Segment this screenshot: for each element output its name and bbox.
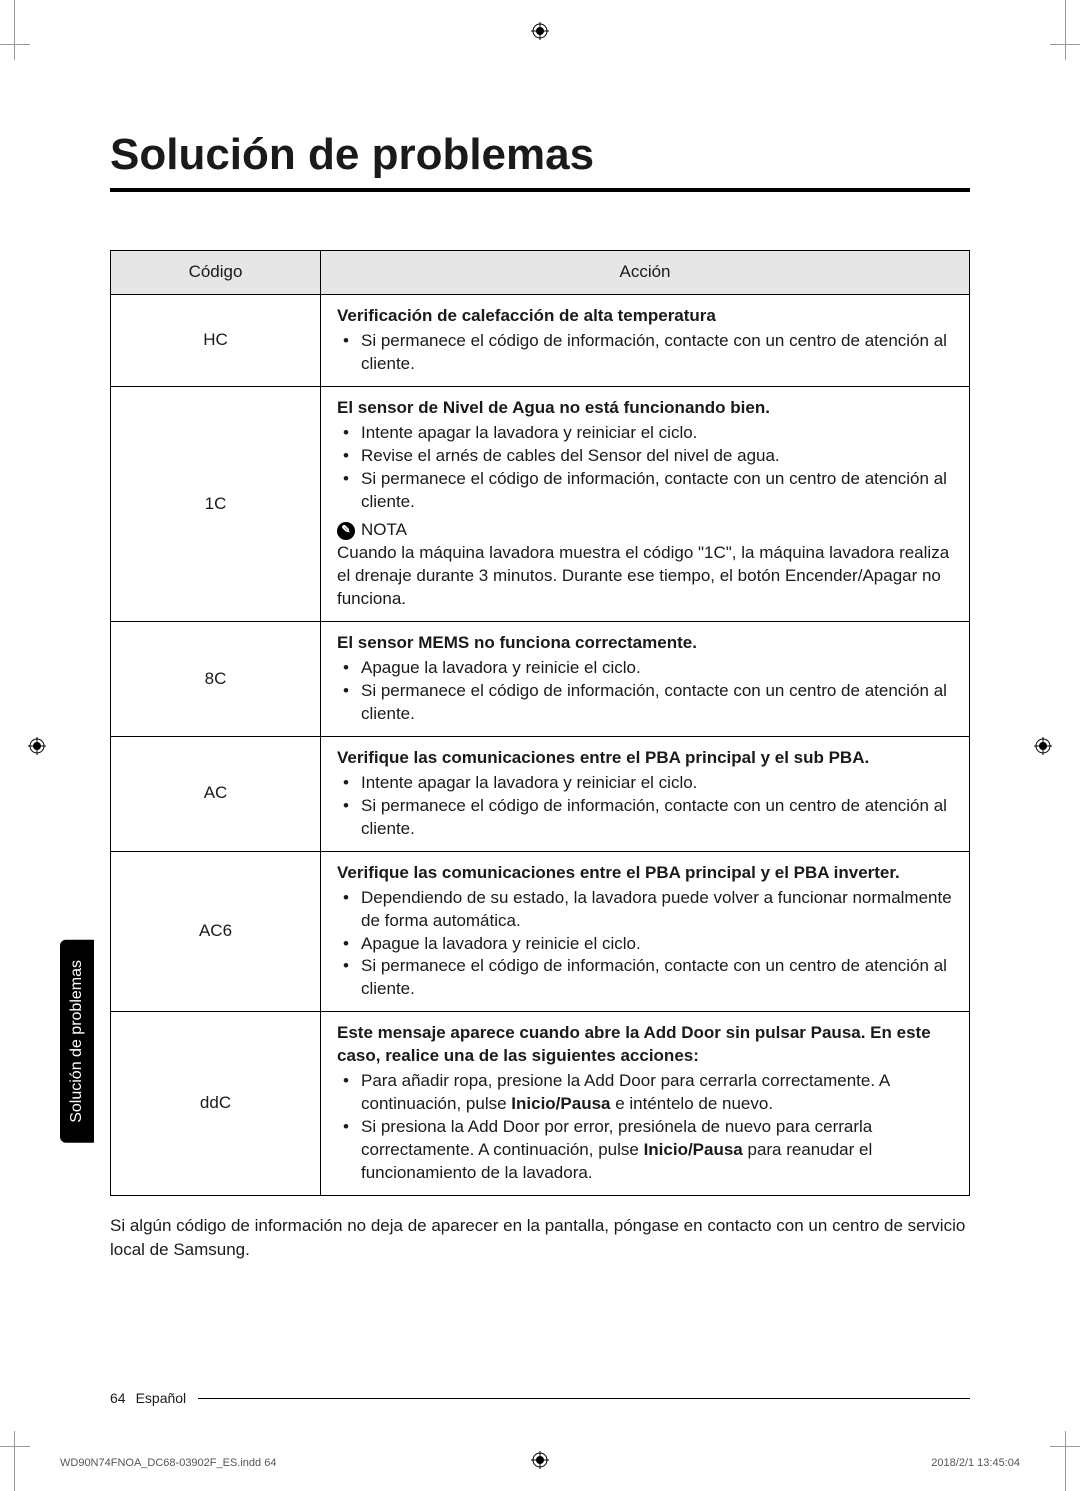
print-metadata: WD90N74FNOA_DC68-03902F_ES.indd 64 2018/… xyxy=(60,1457,1020,1469)
list-item: Para añadir ropa, presione la Add Door p… xyxy=(337,1070,953,1116)
code-cell: HC xyxy=(111,294,321,386)
table-row: AC Verifique las comunicaciones entre el … xyxy=(111,736,970,851)
header-action: Acción xyxy=(321,251,970,295)
title-underline xyxy=(110,188,970,192)
action-heading: Verificación de calefacción de alta temp… xyxy=(337,305,953,328)
nota-label: NOTA xyxy=(361,519,407,542)
action-heading: Verifique las comunicaciones entre el PB… xyxy=(337,747,953,770)
code-cell: ddC xyxy=(111,1012,321,1196)
action-bullets: Si permanece el código de información, c… xyxy=(337,330,953,376)
list-item: Apague la lavadora y reinicie el ciclo. xyxy=(337,933,953,956)
section-side-tab: Solución de problemas xyxy=(60,940,94,1143)
list-item: Si presiona la Add Door por error, presi… xyxy=(337,1116,953,1185)
action-cell: El sensor de Nivel de Agua no está funci… xyxy=(321,386,970,621)
list-item: Intente apagar la lavadora y reiniciar e… xyxy=(337,772,953,795)
list-item: Si permanece el código de información, c… xyxy=(337,680,953,726)
action-heading: El sensor MEMS no funciona correctamente… xyxy=(337,632,953,655)
table-row: 8C El sensor MEMS no funciona correctamen… xyxy=(111,622,970,737)
footer-line xyxy=(198,1398,970,1399)
list-item: Si permanece el código de información, c… xyxy=(337,795,953,841)
action-heading: Verifique las comunicaciones entre el PB… xyxy=(337,862,953,885)
nota-row: ✎ NOTA xyxy=(337,519,953,542)
page-content: Solución de problemas Código Acción HC Ve… xyxy=(0,0,1080,1321)
page-footer: 64 Español xyxy=(110,1390,970,1406)
list-item: Si permanece el código de información, c… xyxy=(337,468,953,514)
list-item: Apague la lavadora y reinicie el ciclo. xyxy=(337,657,953,680)
after-table-note: Si algún código de información no deja d… xyxy=(110,1214,970,1262)
crop-mark xyxy=(1050,1446,1080,1447)
action-cell: Verifique las comunicaciones entre el PB… xyxy=(321,736,970,851)
action-cell: El sensor MEMS no funciona correctamente… xyxy=(321,622,970,737)
crop-mark xyxy=(14,1431,15,1491)
list-item: Intente apagar la lavadora y reiniciar e… xyxy=(337,422,953,445)
crop-mark xyxy=(0,1446,30,1447)
crop-mark xyxy=(14,0,15,60)
action-bullets: Intente apagar la lavadora y reiniciar e… xyxy=(337,422,953,514)
error-codes-table: Código Acción HC Verificación de calefacc… xyxy=(110,250,970,1196)
action-cell: Verifique las comunicaciones entre el PB… xyxy=(321,851,970,1012)
action-cell: Verificación de calefacción de alta temp… xyxy=(321,294,970,386)
page-number: 64 xyxy=(110,1390,126,1406)
action-bullets: Apague la lavadora y reinicie el ciclo.S… xyxy=(337,657,953,726)
page-language: Español xyxy=(136,1390,187,1406)
crop-mark xyxy=(1065,0,1066,60)
header-code: Código xyxy=(111,251,321,295)
code-cell: AC6 xyxy=(111,851,321,1012)
note-icon: ✎ xyxy=(337,522,355,540)
list-item: Si permanece el código de información, c… xyxy=(337,955,953,1001)
crop-mark xyxy=(1065,1431,1066,1491)
list-item: Revise el arnés de cables del Sensor del… xyxy=(337,445,953,468)
action-heading: Este mensaje aparece cuando abre la Add … xyxy=(337,1022,953,1068)
action-cell: Este mensaje aparece cuando abre la Add … xyxy=(321,1012,970,1196)
action-bullets: Intente apagar la lavadora y reiniciar e… xyxy=(337,772,953,841)
code-cell: 1C xyxy=(111,386,321,621)
print-date: 2018/2/1 13:45:04 xyxy=(931,1457,1020,1469)
action-bullets: Dependiendo de su estado, la lavadora pu… xyxy=(337,887,953,1002)
list-item: Dependiendo de su estado, la lavadora pu… xyxy=(337,887,953,933)
table-row: 1C El sensor de Nivel de Agua no está fun… xyxy=(111,386,970,621)
code-cell: AC xyxy=(111,736,321,851)
table-row: ddC Este mensaje aparece cuando abre la A… xyxy=(111,1012,970,1196)
registration-mark-icon xyxy=(28,737,46,755)
registration-mark-icon xyxy=(1034,737,1052,755)
crop-mark xyxy=(1050,44,1080,45)
table-row: HC Verificación de calefacción de alta te… xyxy=(111,294,970,386)
table-row: AC6 Verifique las comunicaciones entre el… xyxy=(111,851,970,1012)
list-item: Si permanece el código de información, c… xyxy=(337,330,953,376)
page-title: Solución de problemas xyxy=(110,130,970,180)
code-cell: 8C xyxy=(111,622,321,737)
registration-mark-icon xyxy=(531,22,549,40)
crop-mark xyxy=(0,44,30,45)
action-heading: El sensor de Nivel de Agua no está funci… xyxy=(337,397,953,420)
table-header-row: Código Acción xyxy=(111,251,970,295)
action-bullets: Para añadir ropa, presione la Add Door p… xyxy=(337,1070,953,1185)
nota-text: Cuando la máquina lavadora muestra el có… xyxy=(337,542,953,611)
print-file: WD90N74FNOA_DC68-03902F_ES.indd 64 xyxy=(60,1457,276,1469)
